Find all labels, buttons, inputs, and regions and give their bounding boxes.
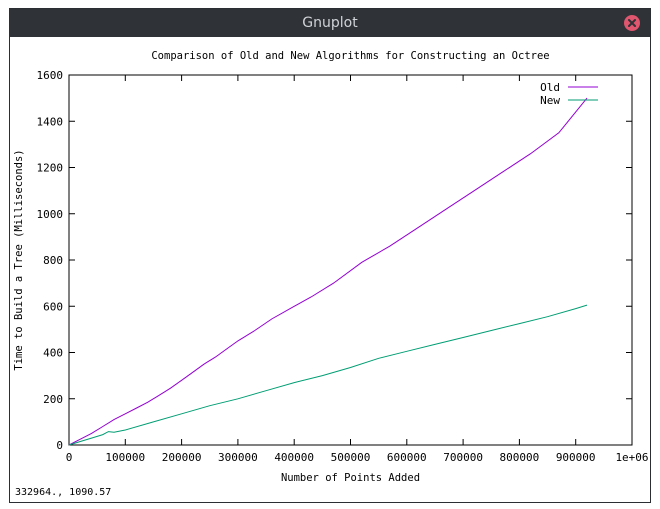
close-icon[interactable] (624, 15, 640, 31)
plot-area[interactable]: 0 200 400 600 800 1000 1200 1400 1600 0 100000 2000… (10, 37, 650, 502)
x-tick-label: 1e+06 (615, 451, 648, 464)
x-tick-label: 200000 (162, 451, 202, 464)
y-tick-label: 600 (43, 300, 63, 313)
y-tick-label: 400 (43, 347, 63, 360)
titlebar[interactable]: Gnuplot (10, 9, 650, 37)
x-tick-label: 600000 (387, 451, 427, 464)
x-tick-label: 0 (66, 451, 73, 464)
gnuplot-window: Gnuplot 0 200 400 600 800 1000 1200 1400 1600 0 10… (9, 8, 651, 503)
y-tick-label: 0 (56, 439, 63, 452)
series-line-new (68, 304, 588, 446)
legend-label-old: Old (540, 81, 560, 94)
y-tick-label: 1600 (37, 69, 64, 82)
y-tick-label: 1000 (37, 208, 64, 221)
x-tick-label: 500000 (331, 451, 371, 464)
y-tick-label: 1400 (37, 115, 64, 128)
legend-label-new: New (540, 94, 560, 107)
x-tick-label: 800000 (500, 451, 540, 464)
x-axis-label: Number of Points Added (281, 472, 420, 484)
y-axis-label: Time to Build a Tree (Milliseconds) (13, 149, 25, 370)
y-tick-label: 1200 (37, 162, 64, 175)
y-tick-label: 800 (43, 254, 63, 267)
x-tick-label: 700000 (443, 451, 483, 464)
window-title: Gnuplot (302, 15, 358, 31)
x-tick-label: 300000 (218, 451, 258, 464)
chart-title: Comparison of Old and New Algorithms for… (151, 50, 549, 62)
x-tick-label: 100000 (105, 451, 145, 464)
series-line-old (68, 97, 588, 446)
x-tick-label: 900000 (556, 451, 596, 464)
y-tick-label: 200 (43, 393, 63, 406)
cursor-coordinates: 332964., 1090.57 (15, 487, 112, 498)
x-tick-label: 400000 (274, 451, 314, 464)
chart-svg[interactable]: 0 200 400 600 800 1000 1200 1400 1600 0 100000 2000… (10, 37, 650, 487)
plot-border (68, 74, 633, 446)
